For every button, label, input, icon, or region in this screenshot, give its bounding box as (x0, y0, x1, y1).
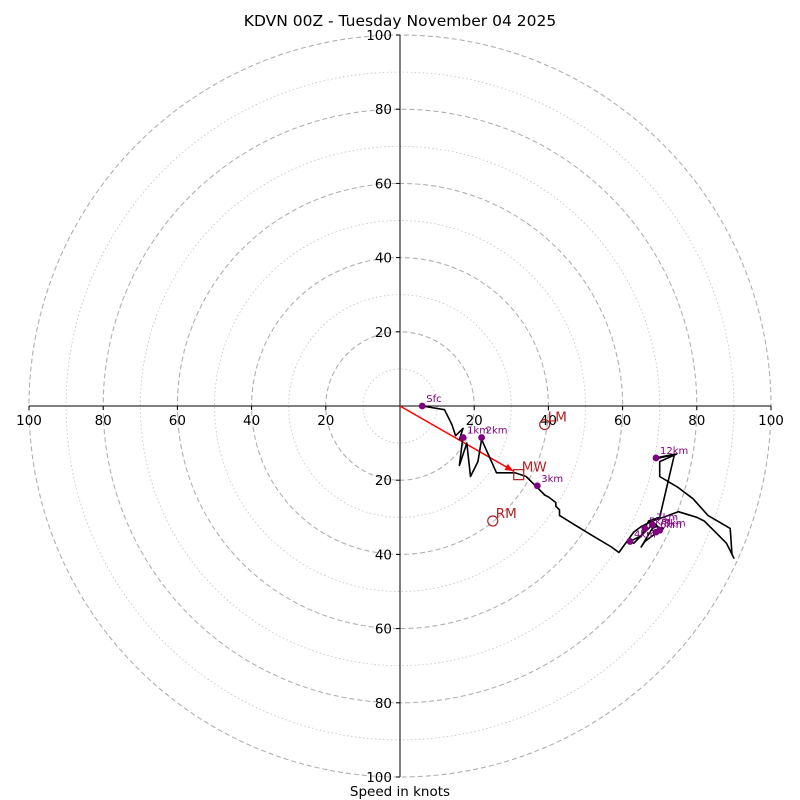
storm-motion-label: MW (522, 460, 547, 476)
height-marker-label: 1km (467, 426, 489, 437)
height-marker-dot (641, 525, 649, 532)
storm-motion-circle (539, 418, 551, 431)
height-marker-label: 7km (656, 513, 678, 524)
height-marker-label: 4km (634, 529, 656, 540)
storm-motion-label: LM (548, 410, 567, 426)
x-tick-label: 80 (95, 413, 112, 429)
height-marker-label: 12km (660, 446, 688, 457)
shear-vector-arrowhead (504, 463, 514, 471)
height-marker-dot (648, 521, 656, 529)
x-tick-label: 60 (614, 413, 631, 429)
height-marker-dot (656, 526, 664, 534)
storm-motion-label: RM (496, 506, 517, 522)
y-tick-label: 100 (366, 770, 392, 786)
height-marker-dot (418, 402, 426, 410)
height-marker-label: 3km (541, 474, 563, 485)
y-tick-label: 20 (375, 325, 392, 341)
x-tick-label: 20 (317, 413, 334, 429)
y-tick-label: 60 (375, 176, 392, 192)
height-marker-dot (533, 482, 541, 490)
height-marker-dot (652, 454, 660, 462)
y-tick-label: 60 (375, 622, 392, 638)
x-tick-label: 60 (169, 413, 186, 429)
height-marker-label: 5km (649, 516, 671, 527)
height-marker-label: 6km (660, 520, 682, 531)
y-tick-label: 20 (375, 473, 392, 489)
shear-vector-layer (399, 405, 514, 472)
height-marker-dot (478, 434, 486, 441)
height-marker-dot (626, 538, 634, 545)
height-marker-label: Sfc (426, 394, 441, 405)
x-tick-label: 20 (466, 413, 483, 429)
storm-motion-square (513, 469, 525, 481)
chart-title: KDVN 00Z - Tuesday November 04 2025 (244, 12, 556, 30)
height-marker-label: 2km (486, 426, 508, 437)
storm-motion-circle (487, 515, 499, 527)
x-tick-label: 80 (688, 413, 705, 429)
storm-motion-markers: LM MW RM (487, 410, 567, 527)
y-tick-label: 100 (366, 28, 392, 44)
shear-vector-line (399, 405, 514, 472)
height-marker-label: 8km (664, 518, 686, 529)
y-tick-label: 40 (375, 251, 392, 267)
x-tick-label: 100 (758, 413, 784, 429)
axis-ticks: 100 80 60 40 20 20 40 60 80 100100806040202040608… (16, 28, 784, 786)
x-axis-label: Speed in knots (350, 784, 450, 800)
y-tick-label: 80 (375, 102, 392, 118)
x-tick-label: 100 (16, 413, 42, 429)
height-marker-dot (459, 434, 467, 441)
y-tick-label: 80 (375, 696, 392, 712)
y-tick-label: 40 (375, 547, 392, 563)
x-tick-label: 40 (243, 413, 260, 429)
